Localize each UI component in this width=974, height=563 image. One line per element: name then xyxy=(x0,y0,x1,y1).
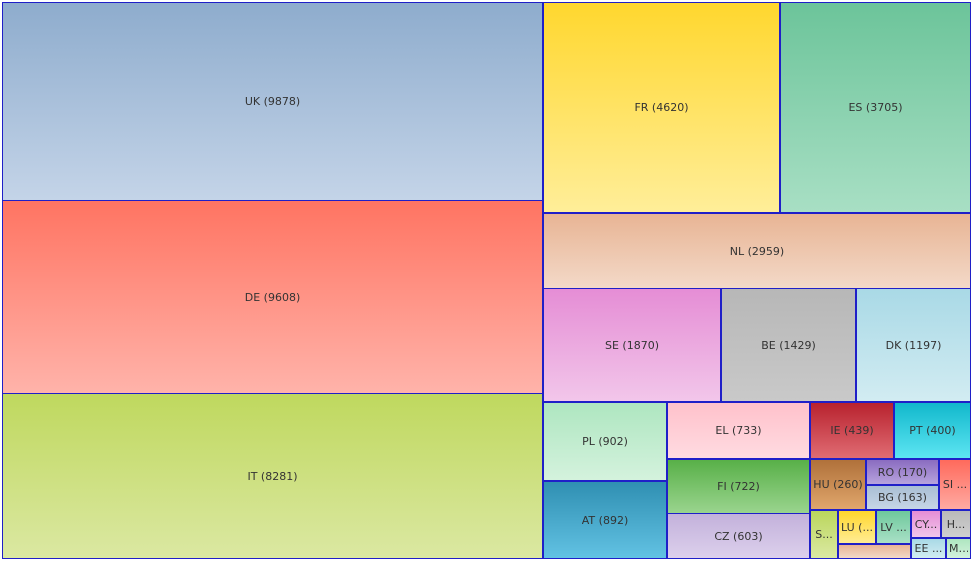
treemap-tile-label: UK (9878) xyxy=(244,95,301,108)
treemap-tile-label: SE (1870) xyxy=(604,338,659,352)
treemap-tile-de: DE (9608) xyxy=(2,200,543,394)
treemap-tile-uk: UK (9878) xyxy=(2,2,543,201)
treemap-tile-lu: LU (... xyxy=(838,510,876,544)
treemap-tile-se: SE (1870) xyxy=(543,288,721,402)
treemap-tile-dk: DK (1197) xyxy=(856,288,971,402)
treemap-tile-si: SI ... xyxy=(939,459,971,510)
treemap-tile-label: EL (733) xyxy=(715,424,762,437)
treemap-tile-it: IT (8281) xyxy=(2,393,543,559)
treemap-tile-s: S... xyxy=(810,510,838,559)
treemap-tile-label: CY... xyxy=(914,517,938,531)
treemap-tile-label: FI (722) xyxy=(717,480,760,493)
treemap-tile-label: ES (3705) xyxy=(848,101,903,114)
treemap-tile-label: IT (8281) xyxy=(247,469,298,483)
treemap-tile-pt: PT (400) xyxy=(894,402,971,459)
treemap-tile-label: HU (260) xyxy=(813,478,863,491)
treemap-tile-nl: NL (2959) xyxy=(543,213,971,289)
treemap-tile-be: BE (1429) xyxy=(721,288,856,402)
treemap-tile-bg: BG (163) xyxy=(866,485,939,510)
treemap-tile-label: BE (1429) xyxy=(761,338,816,352)
treemap-tile-cz: CZ (603) xyxy=(667,513,810,559)
treemap-tile-label: AT (892) xyxy=(581,513,629,527)
treemap-tile-label: M... xyxy=(949,542,968,555)
treemap-tile-fr: FR (4620) xyxy=(543,2,780,213)
treemap-tile-ie: IE (439) xyxy=(810,402,894,459)
treemap-tile-es: ES (3705) xyxy=(780,2,971,213)
treemap-tile-label: H... xyxy=(946,517,966,531)
treemap-tile-el: EL (733) xyxy=(667,402,810,459)
treemap-tile-label: IE (439) xyxy=(830,424,874,437)
treemap-tile-cy: CY... xyxy=(911,510,941,538)
treemap-tile-label: LV ... xyxy=(880,520,907,534)
treemap-tile-label: S... xyxy=(815,528,833,541)
treemap-tile-label: EE ... xyxy=(914,542,943,555)
treemap-tile-label: PL (902) xyxy=(582,435,628,448)
treemap-tile-label: CZ (603) xyxy=(714,529,763,543)
treemap-tile-label: FR (4620) xyxy=(634,101,689,114)
treemap-tile-ro: RO (170) xyxy=(866,459,939,485)
treemap-tile-m: M... xyxy=(946,538,971,559)
treemap-tile-label: SI ... xyxy=(942,478,968,491)
treemap-tile-label: NL (2959) xyxy=(729,244,785,258)
treemap-tile-at: AT (892) xyxy=(543,481,667,559)
treemap-tile-ee: EE ... xyxy=(911,538,946,559)
treemap-tile-label: BG (163) xyxy=(878,491,927,504)
treemap-tile-fi: FI (722) xyxy=(667,459,810,514)
treemap-tile-label: DE (9608) xyxy=(244,290,301,304)
treemap-tile-unlabeled xyxy=(838,544,911,559)
treemap-tile-hu: HU (260) xyxy=(810,459,866,510)
treemap-tile-pl: PL (902) xyxy=(543,402,667,481)
treemap-tile-h: H... xyxy=(941,510,971,538)
treemap-tile-label: RO (170) xyxy=(877,465,928,479)
treemap-tile-label: LU (... xyxy=(841,520,873,534)
treemap-tile-lv: LV ... xyxy=(876,510,911,544)
treemap-tile-label: DK (1197) xyxy=(885,338,942,352)
treemap-tile-label: PT (400) xyxy=(909,424,956,437)
